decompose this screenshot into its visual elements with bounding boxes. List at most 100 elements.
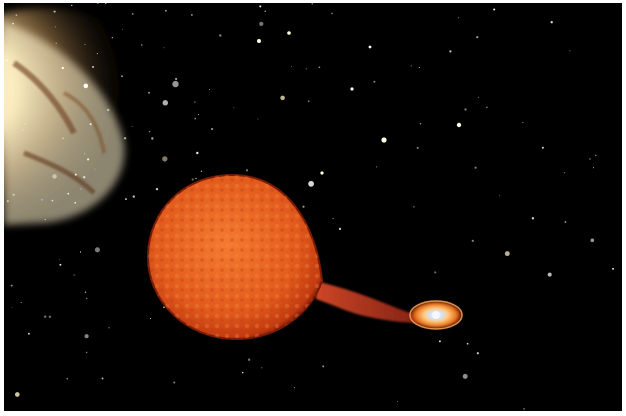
star-point [84, 334, 89, 339]
star-point [458, 17, 460, 19]
star-point [504, 251, 510, 257]
star-point [173, 381, 176, 384]
star-point [155, 187, 159, 191]
star-point [245, 169, 249, 172]
star-point [196, 151, 199, 155]
star-point [499, 194, 501, 196]
star-point [83, 176, 86, 179]
star-point [247, 358, 251, 361]
star-point [83, 83, 89, 89]
star-point [86, 158, 90, 161]
star-point [307, 100, 310, 103]
mass-transfer-stream [316, 281, 424, 323]
star-point [198, 114, 199, 115]
star-point [165, 9, 167, 12]
star-point [131, 12, 134, 15]
star-point [84, 291, 87, 293]
star-point [94, 247, 100, 253]
star-point [172, 80, 179, 88]
star-point [476, 352, 479, 355]
star-point [291, 65, 293, 67]
star-point [104, 3, 107, 5]
star-point [22, 129, 24, 131]
bright-star [381, 137, 387, 143]
star-point [397, 401, 399, 403]
bright-star [287, 31, 291, 35]
star-point [148, 91, 150, 94]
star-point [123, 137, 127, 140]
star-point [332, 217, 334, 220]
star-point [67, 192, 70, 195]
star-point [51, 199, 54, 202]
star-point [52, 174, 57, 179]
star-point [612, 267, 614, 270]
star-point [241, 371, 244, 374]
star-point [132, 195, 135, 198]
star-point [194, 101, 196, 103]
star-point [486, 106, 488, 108]
star-point [44, 315, 47, 318]
star-point [523, 408, 525, 410]
star-point [92, 65, 94, 68]
star-point [58, 258, 60, 260]
star-point [564, 172, 566, 174]
star-point [595, 154, 597, 156]
star-point [464, 108, 467, 111]
star-point [15, 14, 18, 16]
star-point [131, 125, 133, 127]
star-point [210, 127, 214, 131]
star-point [331, 12, 333, 15]
star-point [191, 178, 194, 181]
star-point [101, 377, 104, 380]
star-point [547, 272, 552, 277]
star-point [111, 37, 113, 39]
star-point [86, 297, 88, 300]
star-point [163, 306, 165, 309]
star-point [522, 121, 524, 123]
star-point [419, 122, 422, 125]
star-point [474, 166, 477, 169]
star-point [162, 100, 169, 106]
star-point [493, 8, 496, 11]
star-point [438, 340, 441, 343]
star-point [410, 65, 412, 67]
bright-star [320, 171, 324, 175]
star-point [590, 238, 595, 243]
star-point [191, 14, 193, 16]
star-point [6, 59, 8, 62]
star-point [74, 201, 77, 204]
star-point [74, 173, 77, 176]
star-point [550, 21, 553, 24]
star-point [48, 315, 52, 318]
star-point [338, 227, 342, 231]
star-point [73, 274, 75, 276]
star-point [416, 146, 419, 149]
star-point [318, 66, 321, 69]
star-point [418, 66, 420, 69]
star-point [6, 199, 9, 203]
star-point [589, 158, 591, 160]
star-point [541, 146, 544, 149]
star-point [208, 88, 210, 91]
red-giant-star [146, 173, 324, 341]
star-point [449, 50, 452, 53]
star-point [79, 251, 82, 253]
star-point [261, 367, 263, 369]
star-point [59, 263, 62, 266]
star-point [71, 4, 73, 7]
bright-star [350, 87, 354, 91]
star-point [175, 77, 178, 81]
bright-star [257, 39, 261, 43]
star-point [219, 34, 222, 37]
star-point [148, 130, 151, 133]
star-point [194, 117, 197, 120]
star-point [122, 28, 124, 30]
star-point [89, 123, 92, 126]
star-point [302, 205, 305, 208]
star-point [293, 387, 295, 389]
star-point [14, 392, 20, 397]
star-point [569, 50, 571, 52]
star-point [54, 26, 56, 28]
star-point [257, 118, 259, 120]
compact-star [432, 311, 440, 319]
